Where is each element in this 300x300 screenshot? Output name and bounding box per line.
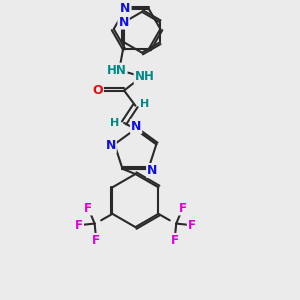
- Text: F: F: [84, 202, 92, 214]
- Text: N: N: [120, 2, 130, 15]
- Text: N: N: [147, 164, 158, 177]
- Text: F: F: [179, 202, 187, 214]
- Text: N: N: [131, 120, 141, 133]
- Text: HN: HN: [107, 64, 127, 76]
- Text: F: F: [75, 219, 83, 232]
- Text: H: H: [110, 118, 120, 128]
- Text: F: F: [188, 219, 196, 232]
- Text: F: F: [92, 234, 100, 247]
- Text: F: F: [171, 234, 178, 247]
- Text: O: O: [92, 84, 103, 97]
- Text: N: N: [105, 140, 116, 152]
- Text: H: H: [140, 99, 149, 109]
- Text: NH: NH: [135, 70, 155, 83]
- Text: N: N: [118, 16, 129, 28]
